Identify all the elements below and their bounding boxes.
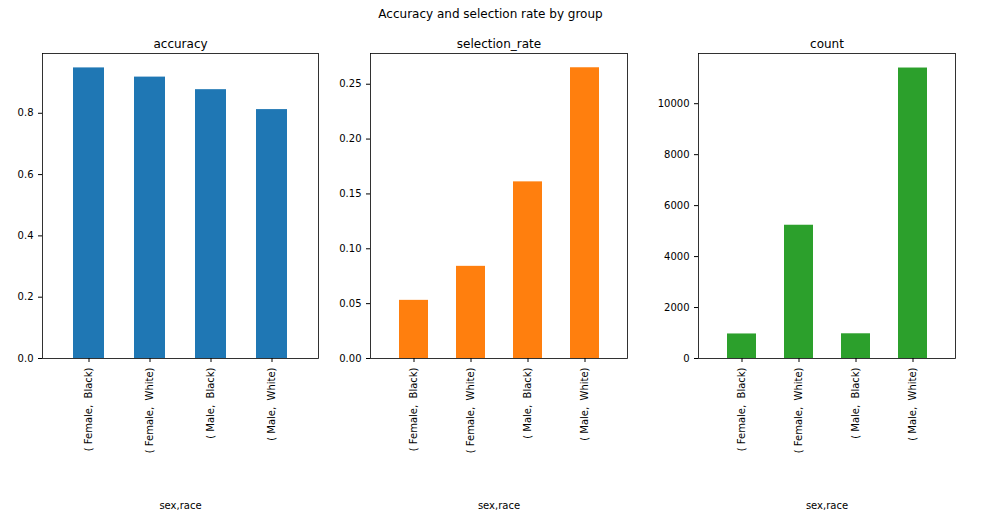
svg-text:6000: 6000	[664, 200, 689, 211]
svg-text:0.15: 0.15	[339, 188, 361, 199]
svg-text:0.2: 0.2	[18, 291, 34, 302]
svg-text:count: count	[810, 37, 844, 51]
svg-text:0.8: 0.8	[18, 107, 34, 118]
svg-text:0.4: 0.4	[18, 230, 34, 241]
svg-text:0.25: 0.25	[339, 78, 361, 89]
svg-text:( Female, White): ( Female, White)	[144, 367, 155, 453]
svg-text:( Female, Black): ( Female, Black)	[83, 367, 94, 451]
svg-text:( Male, Black): ( Male, Black)	[522, 367, 533, 438]
svg-text:0.6: 0.6	[18, 169, 34, 180]
svg-text:0.0: 0.0	[18, 353, 34, 364]
svg-text:( Male, White): ( Male, White)	[579, 367, 590, 440]
svg-text:sex,race: sex,race	[159, 500, 201, 511]
svg-text:sex,race: sex,race	[478, 500, 520, 511]
svg-text:( Female, White): ( Female, White)	[465, 367, 476, 453]
svg-text:0.00: 0.00	[339, 353, 361, 364]
svg-text:selection_rate: selection_rate	[457, 37, 541, 51]
svg-text:( Female, White): ( Female, White)	[793, 367, 804, 453]
svg-text:2000: 2000	[664, 302, 689, 313]
svg-text:( Female, Black): ( Female, Black)	[736, 367, 747, 451]
svg-text:8000: 8000	[664, 149, 689, 160]
svg-text:( Male, Black): ( Male, Black)	[205, 367, 216, 438]
svg-text:0: 0	[683, 353, 689, 364]
svg-text:0.10: 0.10	[339, 243, 361, 254]
svg-text:10000: 10000	[658, 98, 690, 109]
html-text:Accuracy and selection rate by: Accuracy and selection rate by group	[378, 7, 603, 21]
svg-text:0.05: 0.05	[339, 298, 361, 309]
svg-text:accuracy: accuracy	[153, 37, 207, 51]
svg-text:sex,race: sex,race	[806, 500, 848, 511]
svg-text:( Male, Black): ( Male, Black)	[850, 367, 861, 438]
svg-text:( Female, Black): ( Female, Black)	[408, 367, 419, 451]
svg-text:( Male, White): ( Male, White)	[266, 367, 277, 440]
svg-text:0.20: 0.20	[339, 133, 361, 144]
svg-text:4000: 4000	[664, 251, 689, 262]
svg-text:( Male, White): ( Male, White)	[907, 367, 918, 440]
